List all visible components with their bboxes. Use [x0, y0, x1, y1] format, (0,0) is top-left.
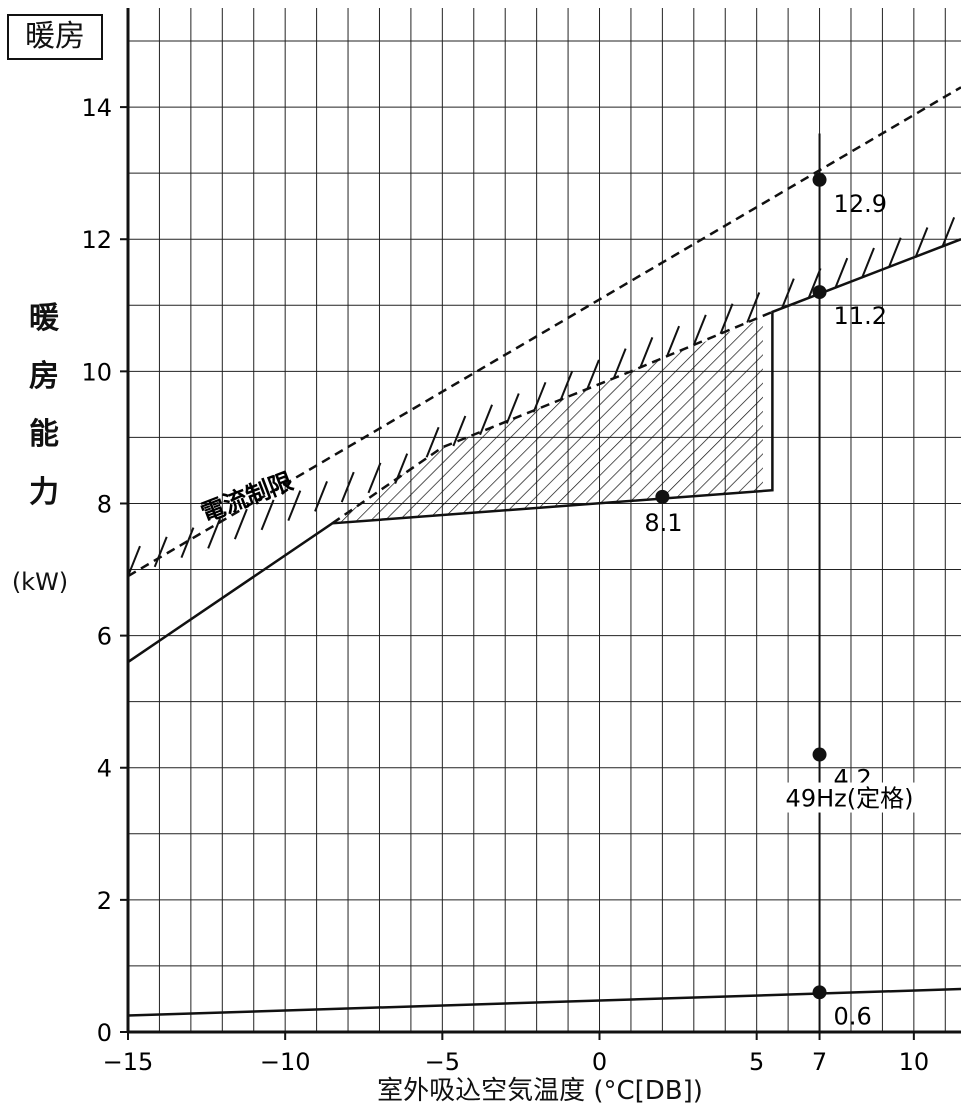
limit-marker: [260, 499, 275, 531]
limit-marker: [612, 348, 627, 379]
plot-area: [128, 86, 961, 1032]
limit-marker: [692, 314, 707, 346]
y-axis-label-char: 力: [29, 475, 59, 510]
limit-marker: [559, 370, 574, 402]
limit-marker: [394, 453, 409, 485]
limit-marker: [340, 471, 355, 503]
limit-marker: [207, 518, 222, 549]
hatched-region: [332, 318, 763, 524]
axes: [126, 8, 961, 1034]
rated-annotation: 49Hz(定格): [786, 785, 914, 813]
data-label: 11.2: [834, 302, 887, 330]
x-tick-label: 5: [749, 1048, 764, 1076]
y-tick-label: 2: [97, 887, 112, 915]
limit-marker: [479, 404, 493, 436]
x-tick-label: −5: [425, 1048, 460, 1076]
limit-marker: [807, 268, 822, 299]
y-axis-label-char: 房: [29, 359, 59, 394]
data-point: [812, 285, 827, 300]
tick-labels: 0 2 4 6 8 10 12 14 −15 −10 −5 0 5 7 10: [81, 94, 929, 1076]
data-point: [812, 985, 827, 1000]
limit-marker: [452, 415, 467, 447]
x-tick-label: −15: [103, 1048, 154, 1076]
series-line: [331, 310, 773, 525]
limit-marker: [586, 359, 600, 391]
x-tick-label: −10: [260, 1048, 311, 1076]
y-tick-label: 6: [97, 623, 112, 651]
limit-marker: [861, 247, 875, 279]
limit-marker: [233, 508, 248, 540]
y-tick-label: 14: [81, 94, 112, 122]
y-tick-label: 4: [97, 755, 112, 783]
series-line: [128, 86, 961, 578]
y-tick-label: 12: [81, 226, 112, 254]
limit-marker: [914, 227, 929, 258]
limit-marker: [941, 216, 956, 248]
limit-marker: [780, 278, 795, 309]
grid: [127, 8, 961, 1033]
limit-marker: [505, 393, 520, 424]
limit-marker: [314, 481, 328, 512]
limit-marker: [153, 536, 168, 568]
limit-marker: [639, 337, 654, 368]
y-axis-label-char: 能: [29, 417, 59, 452]
mode-label: 暖房: [7, 14, 103, 60]
x-tick-label: 7: [812, 1048, 827, 1076]
x-tick-label: 10: [899, 1048, 930, 1076]
limit-marker: [666, 325, 681, 357]
current-limit-label: 電流制限: [197, 467, 297, 528]
y-axis-unit: (kW): [11, 568, 69, 596]
data-point: [812, 172, 827, 187]
data-point: [655, 489, 670, 504]
limit-marker: [180, 527, 195, 559]
x-axis-label: 室外吸込空気温度 (°C[DB]): [377, 1076, 703, 1106]
x-tick-label: 0: [592, 1048, 607, 1076]
y-tick-label: 10: [81, 358, 112, 386]
limit-marker: [887, 237, 902, 269]
y-axis-label-char: 暖: [29, 301, 59, 336]
annotation-background: [783, 782, 936, 813]
y-axis-label: 暖 房 能 力: [24, 290, 64, 522]
limit-marker: [746, 292, 761, 323]
limit-marker: [128, 545, 141, 577]
data-point: [812, 747, 827, 762]
limit-marker: [287, 490, 302, 522]
data-label: 12.9: [834, 190, 887, 218]
limit-marker: [532, 381, 547, 413]
limit-marker: [367, 462, 382, 494]
limit-marker: [834, 257, 849, 289]
y-tick-label: 8: [97, 490, 112, 518]
y-tick-label: 0: [97, 1019, 112, 1047]
data-label: 8.1: [644, 509, 682, 537]
data-label: 0.6: [834, 1002, 872, 1030]
limit-marker: [425, 426, 440, 458]
limit-marker: [719, 303, 734, 335]
